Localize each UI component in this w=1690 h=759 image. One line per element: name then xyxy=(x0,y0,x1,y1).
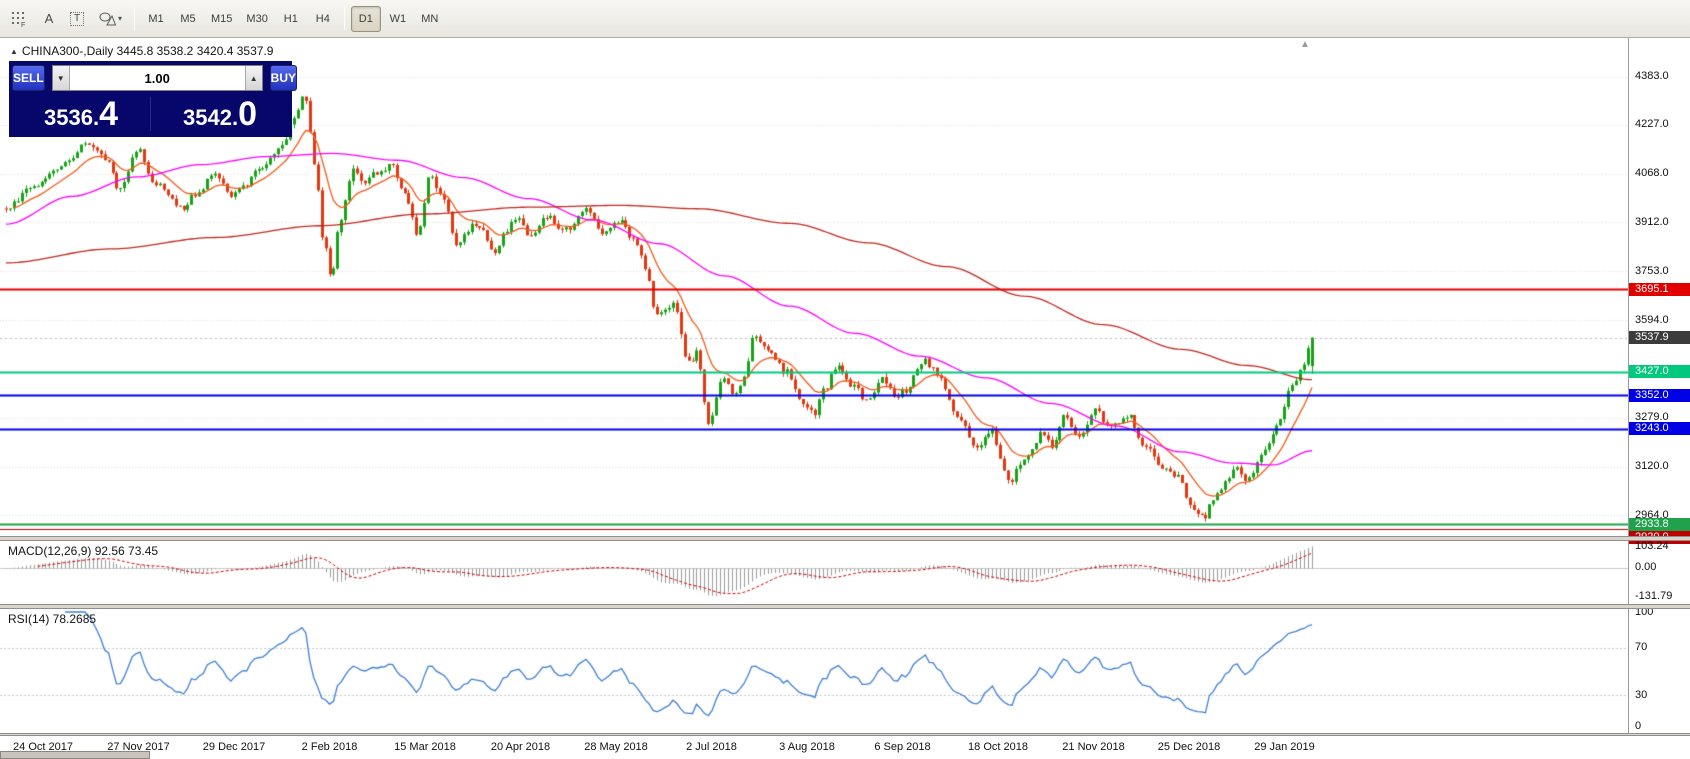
symbol-arrow-icon: ▲ xyxy=(10,47,18,56)
timeframe-button-h1[interactable]: H1 xyxy=(283,12,298,25)
timeframe-button-w1[interactable]: W1 xyxy=(389,12,407,25)
toolbar-button-grid[interactable]: F xyxy=(4,6,34,32)
price-tick-label: 3279.0 xyxy=(1635,411,1669,424)
macd-scale-label: 103.24 xyxy=(1635,539,1669,552)
rsi-scale-label: 70 xyxy=(1635,641,1648,654)
text-label-icon: A xyxy=(44,11,54,26)
sell-price-main: 3536. xyxy=(44,105,100,130)
volume-spinner: ▼ ▲ xyxy=(51,65,263,91)
date-label: 29 Jan 2019 xyxy=(1254,741,1315,753)
date-label: 24 Oct 2017 xyxy=(13,741,73,753)
timeframe-button-m5[interactable]: M5 xyxy=(180,12,196,25)
current-price-box: 3537.9 xyxy=(1629,331,1690,345)
date-label: 20 Apr 2018 xyxy=(490,741,551,753)
price-tick-label: 4227.0 xyxy=(1635,118,1669,131)
timeframe-group: M1 M5 M15 M30 H1 H4 D1 W1 MN xyxy=(141,5,445,32)
toolbar-button-text-box[interactable]: T xyxy=(64,6,90,32)
rsi-scale-label: 30 xyxy=(1635,688,1648,701)
date-label: 21 Nov 2018 xyxy=(1062,741,1125,753)
timeframe-button-m1[interactable]: M1 xyxy=(148,12,164,25)
macd-scale-label: 0.00 xyxy=(1635,561,1657,574)
window-corner-fragment xyxy=(0,751,150,759)
price-scale[interactable]: 4383.0 4227.0 4068.0 3912.0 3753.0 3594.0 3279… xyxy=(1628,38,1690,733)
grid-dots-icon: F xyxy=(12,11,25,28)
level-price-box: 3243.0 xyxy=(1629,422,1690,436)
toolbar-button-text-label[interactable]: A xyxy=(36,6,62,32)
chart-shift-marker-icon[interactable]: ▲ xyxy=(1300,39,1310,50)
date-label: 6 Sep 2018 xyxy=(874,741,931,753)
date-label: 15 Mar 2018 xyxy=(394,741,456,753)
price-tick-label: 3753.0 xyxy=(1635,264,1669,277)
rsi-scale-label: 0 xyxy=(1635,719,1642,732)
macd-scale-label: -131.79 xyxy=(1635,589,1673,602)
date-label: 2 Jul 2018 xyxy=(686,741,737,753)
timeframe-button-d1[interactable]: D1 xyxy=(350,5,381,32)
price-tick-label: 4383.0 xyxy=(1635,70,1669,82)
toolbar-button-shapes[interactable]: ▾ xyxy=(92,6,128,32)
sell-price-pip: 4 xyxy=(99,95,118,133)
date-label: 28 May 2018 xyxy=(584,741,648,753)
chart-ohlc-header: ▲ CHINA300-,Daily 3445.8 3538.2 3420.4 35… xyxy=(10,44,274,58)
text-box-icon: T xyxy=(70,11,84,26)
timeframe-button-m30[interactable]: M30 xyxy=(246,12,268,25)
grid-icon-letter: F xyxy=(21,22,25,28)
macd-panel-canvas[interactable] xyxy=(0,541,1628,604)
level-price-box: 3695.1 xyxy=(1629,282,1690,296)
volume-decrease-button[interactable]: ▼ xyxy=(52,66,70,90)
date-label: 3 Aug 2018 xyxy=(779,741,835,753)
level-price-box: 3427.0 xyxy=(1629,365,1690,379)
price-tick-label: 3912.0 xyxy=(1635,215,1669,228)
trade-panel-divider xyxy=(150,97,151,131)
timeframe-button-m15[interactable]: M15 xyxy=(211,12,233,25)
buy-price-pip: 0 xyxy=(238,95,257,133)
toolbar-separator xyxy=(343,5,345,30)
toolbar-separator xyxy=(134,6,136,31)
timeframe-button-mn[interactable]: MN xyxy=(421,12,439,25)
rsi-indicator-label: RSI(14) 78.2685 xyxy=(8,612,97,626)
caret-down-icon: ▼ xyxy=(56,73,65,83)
price-tick-label: 3594.0 xyxy=(1635,313,1669,326)
chart-toolbar: F A T ▾ M1 M5 M15 M30 H1 H4 D1 W1 MN xyxy=(0,0,1690,38)
level-price-box: 2933.8 xyxy=(1629,517,1690,531)
date-label: 29 Dec 2017 xyxy=(202,741,266,753)
date-label: 2 Feb 2018 xyxy=(301,741,358,753)
price-tick-label: 4068.0 xyxy=(1635,167,1669,180)
date-label: 25 Dec 2018 xyxy=(1157,741,1221,753)
volume-increase-button[interactable]: ▲ xyxy=(244,66,262,90)
shapes-icon xyxy=(99,12,116,25)
time-axis[interactable]: 24 Oct 2017 27 Nov 2017 29 Dec 2017 2 Feb 2… xyxy=(0,736,1690,759)
sell-button[interactable]: SELL xyxy=(12,65,45,91)
buy-price-display: 3542. 0 xyxy=(151,97,289,131)
level-price-box: 3352.0 xyxy=(1629,388,1690,402)
caret-up-icon: ▲ xyxy=(249,73,258,83)
price-tick-label: 3120.0 xyxy=(1635,460,1669,473)
panel-splitter[interactable] xyxy=(0,536,1690,541)
volume-input[interactable] xyxy=(69,66,245,90)
panel-splitter[interactable] xyxy=(0,604,1690,609)
date-label: 27 Nov 2017 xyxy=(107,741,170,753)
price-tick-label: 2964.0 xyxy=(1635,508,1669,521)
timeframe-button-h4[interactable]: H4 xyxy=(315,12,330,25)
chevron-down-icon: ▾ xyxy=(118,14,123,23)
date-label: 18 Oct 2018 xyxy=(968,741,1028,753)
buy-price-main: 3542. xyxy=(183,105,239,130)
rsi-panel-canvas[interactable] xyxy=(0,609,1628,733)
panel-splitter[interactable] xyxy=(0,733,1690,736)
sell-price-display: 3536. 4 xyxy=(12,97,150,131)
macd-indicator-label: MACD(12,26,9) 92.56 73.45 xyxy=(8,544,159,558)
one-click-trading-panel: SELL ▼ ▲ BUY 3536.4 3542.0 xyxy=(9,61,298,137)
buy-button[interactable]: BUY xyxy=(269,65,298,91)
